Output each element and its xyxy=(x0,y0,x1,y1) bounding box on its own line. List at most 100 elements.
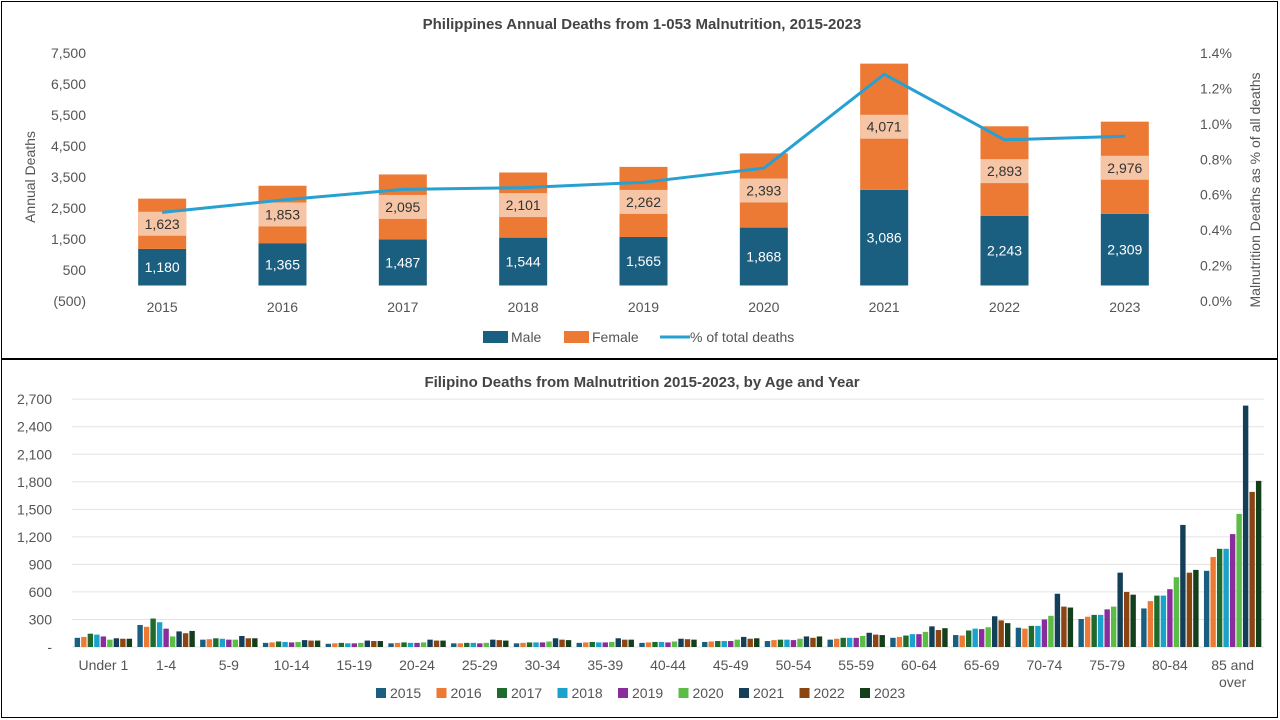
bar-60-64-2018 xyxy=(909,634,916,647)
data-label-male: 1,565 xyxy=(626,253,661,269)
x-tick-label: 80-84 xyxy=(1152,657,1188,673)
y2-tick-label: 0.0% xyxy=(1200,293,1232,309)
bar-85-and-over-2015 xyxy=(1203,570,1210,647)
bar-30-34-2022 xyxy=(559,639,565,647)
bar-85-and-over-2023 xyxy=(1255,480,1262,647)
bar-10-14-2021 xyxy=(301,640,308,647)
bar-70-74-2018 xyxy=(1035,625,1041,647)
bar-male-2021 xyxy=(860,189,909,286)
legend-swatch-2023 xyxy=(860,688,870,698)
bar-60-64-2016 xyxy=(896,636,903,647)
bar-75-79-2018 xyxy=(1097,614,1104,647)
bar-35-39-2020 xyxy=(609,641,615,647)
bar-80-84-2019 xyxy=(1167,589,1173,647)
bar-1-4-2016 xyxy=(143,626,150,647)
bar-50-54-2023 xyxy=(816,636,823,647)
data-label-bg-female xyxy=(860,114,909,139)
bar-40-44-2015 xyxy=(639,642,645,647)
bar-1-4-2015 xyxy=(137,624,143,647)
data-label-male: 1,544 xyxy=(506,254,541,270)
x-tick-label: 60-64 xyxy=(901,657,937,673)
legend-swatch-2017 xyxy=(497,688,507,698)
bar-40-44-2023 xyxy=(691,639,697,647)
bar-30-34-2023 xyxy=(565,640,572,647)
y-tick-label: 4,500 xyxy=(51,138,86,154)
bar-1-4-2017 xyxy=(150,618,156,647)
x-tick-label: 30-34 xyxy=(525,657,561,673)
y2-tick-label: 1.2% xyxy=(1200,80,1232,96)
x-tick-label: 50-54 xyxy=(776,657,812,673)
bar-male-2022 xyxy=(980,215,1029,286)
x-tick-label: 2023 xyxy=(1109,299,1140,315)
x-tick-label: 15-19 xyxy=(336,657,372,673)
y-tick-label: 1,800 xyxy=(17,474,52,490)
bar-10-14-2016 xyxy=(269,642,275,647)
y2-tick-label: 0.4% xyxy=(1200,222,1232,238)
x-tick-label: 70-74 xyxy=(1027,657,1063,673)
bar-5-9-2023 xyxy=(252,638,258,647)
x-tick-label: 35-39 xyxy=(587,657,623,673)
bar-80-84-2018 xyxy=(1160,595,1167,647)
bar-80-84-2022 xyxy=(1186,572,1193,647)
bar-15-19-2018 xyxy=(345,643,351,647)
legend-label-2021: 2021 xyxy=(753,685,784,701)
legend-label-2023: 2023 xyxy=(874,685,905,701)
bar-25-29-2015 xyxy=(451,643,457,647)
bar-male-2018 xyxy=(499,237,548,286)
legend-label-pct: % of total deaths xyxy=(690,329,794,345)
bar-80-84-2016 xyxy=(1147,601,1154,647)
data-label-bg-female xyxy=(1100,155,1149,180)
bar-25-29-2023 xyxy=(503,640,509,647)
bar-1-4-2020 xyxy=(169,636,176,647)
y2-axis-label: Malnutrition Deaths as % of all deaths xyxy=(1247,72,1263,307)
legend-swatch-2022 xyxy=(799,688,810,698)
legend-swatch-female xyxy=(564,331,589,343)
x-tick-label: 2021 xyxy=(869,299,900,315)
bar-30-34-2015 xyxy=(513,643,520,647)
bar-10-14-2020 xyxy=(295,641,301,647)
bar-75-79-2020 xyxy=(1110,606,1117,647)
bar-45-49-2021 xyxy=(741,636,747,647)
y-tick-label: 900 xyxy=(29,556,53,572)
y2-tick-label: 1.0% xyxy=(1200,116,1232,132)
bar-25-29-2017 xyxy=(464,642,470,647)
y-tick-label: 3,500 xyxy=(51,169,86,185)
bar-60-64-2022 xyxy=(935,630,942,647)
bar-45-49-2023 xyxy=(754,638,760,647)
bar-40-44-2020 xyxy=(671,641,678,647)
bar-20-24-2021 xyxy=(427,639,433,647)
age-year-chart: Filipino Deaths from Malnutrition 2015-2… xyxy=(17,374,1264,701)
bar-15-19-2017 xyxy=(338,642,345,647)
bar-65-69-2017 xyxy=(965,630,972,647)
y-tick-label: (500) xyxy=(53,293,86,309)
bar-85-and-over-2021 xyxy=(1242,405,1249,647)
bar-75-79-2019 xyxy=(1104,609,1110,647)
x-tick-label: 2018 xyxy=(508,299,539,315)
bar-80-84-2017 xyxy=(1154,595,1160,647)
bar-75-79-2022 xyxy=(1123,591,1130,647)
data-label-male: 1,487 xyxy=(385,254,420,270)
bar-10-14-2018 xyxy=(282,641,288,647)
bar-male-2023 xyxy=(1100,213,1149,286)
bar-85-and-over-2016 xyxy=(1210,557,1216,647)
bar-70-74-2023 xyxy=(1067,607,1074,647)
bar-under-1-2015 xyxy=(74,637,81,647)
y-tick-label: 2,500 xyxy=(51,200,86,216)
bar-65-69-2021 xyxy=(991,616,998,647)
bar-10-14-2023 xyxy=(314,640,321,647)
x-tick-label: 5-9 xyxy=(219,657,239,673)
bar-65-69-2015 xyxy=(952,635,959,647)
bar-15-19-2020 xyxy=(358,642,364,647)
x-tick-label: 2019 xyxy=(628,299,659,315)
bar-50-54-2019 xyxy=(790,640,797,647)
bar-1-4-2019 xyxy=(163,628,169,647)
bar-15-19-2019 xyxy=(351,643,358,647)
x-tick-label: 2017 xyxy=(387,299,418,315)
data-label-female: 2,262 xyxy=(626,194,661,210)
y2-tick-label: 0.8% xyxy=(1200,151,1232,167)
legend-swatch-2020 xyxy=(678,688,689,698)
bar-35-39-2019 xyxy=(602,642,608,647)
bar-75-79-2017 xyxy=(1091,614,1097,647)
bar-10-14-2017 xyxy=(275,641,282,647)
x-tick-label: 2020 xyxy=(748,299,779,315)
